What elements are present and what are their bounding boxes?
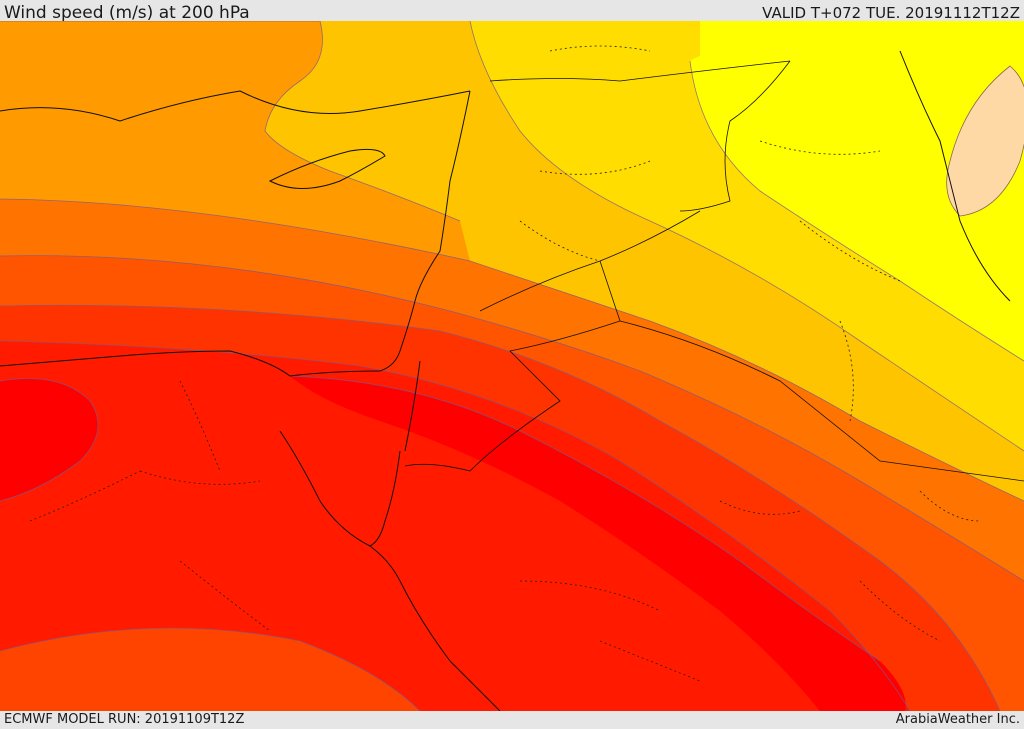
admin-boundaries — [29, 45, 981, 682]
band-deep-red-west — [0, 378, 98, 501]
coastlines — [0, 50, 1011, 711]
valid-time: VALID T+072 TUE. 20191112T12Z — [762, 4, 1020, 22]
country-borders — [404, 60, 1024, 482]
contour-lines — [0, 21, 1024, 711]
band-orange-northwest — [0, 21, 470, 261]
map-title: Wind speed (m/s) at 200 hPa — [4, 3, 250, 23]
band-red — [0, 341, 910, 711]
footer-bar: ECMWF MODEL RUN: 20191109T12Z ArabiaWeat… — [0, 711, 1024, 729]
map-canvas — [0, 21, 1024, 711]
band-yellow-top — [700, 21, 1024, 61]
wind-speed-map[interactable] — [0, 21, 1024, 711]
band-deep-red-streak — [290, 376, 906, 711]
band-yellow-northeast — [690, 47, 1024, 362]
header-bar: Wind speed (m/s) at 200 hPa VALID T+072 … — [0, 0, 1024, 23]
band-peach-core — [946, 65, 1024, 217]
band-red-orange-south — [0, 628, 420, 711]
model-run: ECMWF MODEL RUN: 20191109T12Z — [4, 712, 245, 727]
credit: ArabiaWeather Inc. — [895, 712, 1020, 727]
